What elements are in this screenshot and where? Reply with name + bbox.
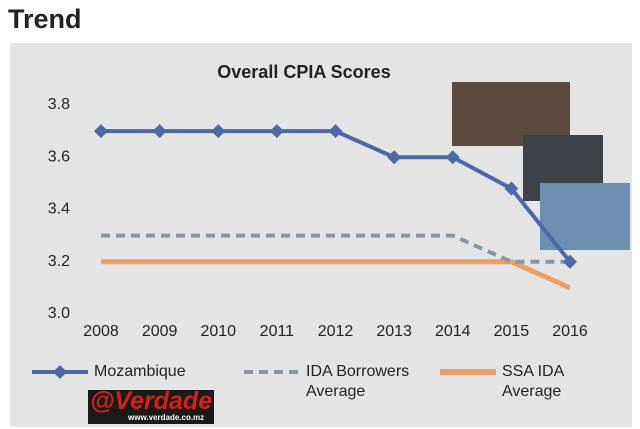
point: [563, 254, 577, 269]
point: [269, 124, 284, 139]
point: [211, 124, 226, 139]
x-tick-label: 2008: [83, 323, 119, 340]
y-tick-label: 3.0: [48, 305, 70, 322]
legend-label: SSA IDA Average: [502, 363, 564, 400]
x-tick-label: 2012: [318, 323, 354, 340]
x-tick-label: 2010: [200, 323, 236, 340]
chart-title: Overall CPIA Scores: [217, 62, 390, 82]
x-tick-label: 2009: [142, 323, 178, 340]
legend-swatch: [244, 370, 300, 374]
legend-swatch: [32, 365, 88, 379]
point: [328, 124, 343, 139]
logo-name: @Verdade: [90, 387, 213, 415]
x-tick-label: 2016: [552, 323, 588, 340]
photo: [540, 183, 630, 250]
y-tick-label: 3.2: [48, 253, 70, 270]
logo-url: www.verdade.co.mz: [128, 413, 205, 422]
point: [94, 124, 108, 139]
page-title: Trend: [8, 4, 82, 34]
point: [387, 150, 402, 165]
point: [445, 150, 460, 165]
y-tick-label: 3.6: [48, 148, 70, 165]
series-line: [101, 233, 570, 264]
x-tick-label: 2013: [376, 323, 412, 340]
x-tick-label: 2011: [260, 323, 295, 340]
point: [504, 181, 519, 196]
y-tick-label: 3.4: [48, 201, 70, 218]
point: [152, 124, 167, 139]
x-tick-label: 2015: [494, 323, 530, 340]
legend-marker: [53, 365, 67, 379]
y-tick-label: 3.8: [48, 96, 70, 113]
legend-swatch: [440, 369, 496, 375]
logo: @Verdade www.verdade.co.mz: [88, 387, 214, 424]
legend-label: IDA Borrowers Average: [306, 363, 410, 400]
x-tick-label: 2014: [435, 323, 471, 340]
series-line: [101, 259, 572, 291]
legend-label: Mozambique: [94, 363, 186, 380]
